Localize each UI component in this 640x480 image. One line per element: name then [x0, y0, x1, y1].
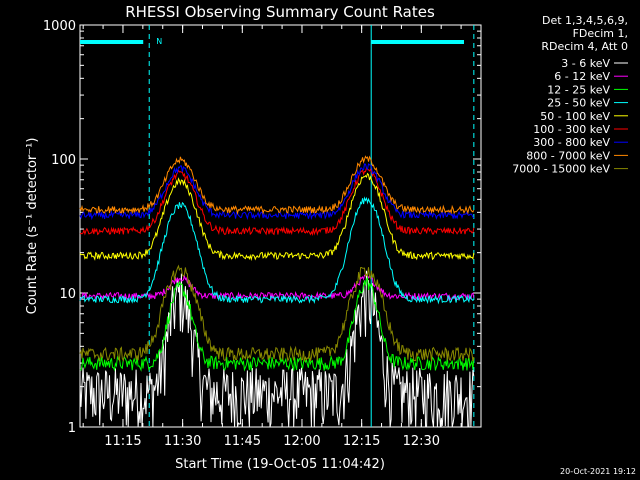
- series-line-9: [79, 264, 475, 363]
- legend: Det 1,3,4,5,6,9, FDecim 1, RDecim 4, Att…: [512, 14, 628, 176]
- plot-frame: [79, 24, 482, 428]
- y-axis: 1 10 100 1000: [43, 19, 481, 436]
- timestamp: 20-Oct-2021 19:12: [560, 467, 636, 476]
- x-tick-label: 11:30: [164, 434, 201, 449]
- legend-label: 800 - 7000 keV: [526, 149, 610, 162]
- x-tick-label: 11:15: [104, 434, 141, 449]
- y-tick-label: 1000: [43, 19, 76, 34]
- x-tick-label: 12:30: [403, 434, 440, 449]
- series-line-7: [79, 163, 475, 221]
- x-axis-label: Start Time (19-Oct-05 11:04:42): [175, 457, 385, 472]
- legend-label: 300 - 800 keV: [533, 136, 610, 149]
- series-line-4: [79, 196, 475, 305]
- y-tick-label: 1: [68, 421, 76, 436]
- series-line-1: [79, 270, 475, 428]
- legend-label: 100 - 300 keV: [533, 123, 610, 136]
- x-axis: 11:15 11:30 11:45 12:00 12:15 12:30: [82, 25, 482, 449]
- legend-label: 6 - 12 keV: [554, 70, 610, 83]
- series-lines: [79, 155, 475, 428]
- legend-header-2: FDecim 1,: [573, 27, 628, 40]
- legend-label: 50 - 100 keV: [540, 110, 610, 123]
- legend-label: 7000 - 15000 keV: [512, 163, 610, 176]
- night-flag-label: N: [156, 37, 162, 46]
- x-tick-label: 11:45: [224, 434, 261, 449]
- legend-label: 3 - 6 keV: [561, 57, 610, 70]
- series-line-3: [79, 275, 475, 372]
- series-line-5: [79, 172, 475, 262]
- y-tick-label: 10: [59, 287, 76, 302]
- x-tick-label: 12:15: [343, 434, 380, 449]
- y-axis-label: Count Rate (s⁻¹ detector⁻¹): [25, 138, 40, 315]
- x-tick-label: 12:00: [283, 434, 320, 449]
- legend-label: 25 - 50 keV: [547, 97, 610, 110]
- series-line-8: [79, 155, 475, 215]
- series-line-6: [79, 166, 475, 237]
- legend-label: 12 - 25 keV: [547, 83, 610, 96]
- legend-header-3: RDecim 4, Att 0: [541, 40, 628, 53]
- chart-title: RHESSI Observing Summary Count Rates: [125, 3, 435, 21]
- legend-header-1: Det 1,3,4,5,6,9,: [542, 14, 628, 27]
- y-tick-label: 100: [51, 153, 76, 168]
